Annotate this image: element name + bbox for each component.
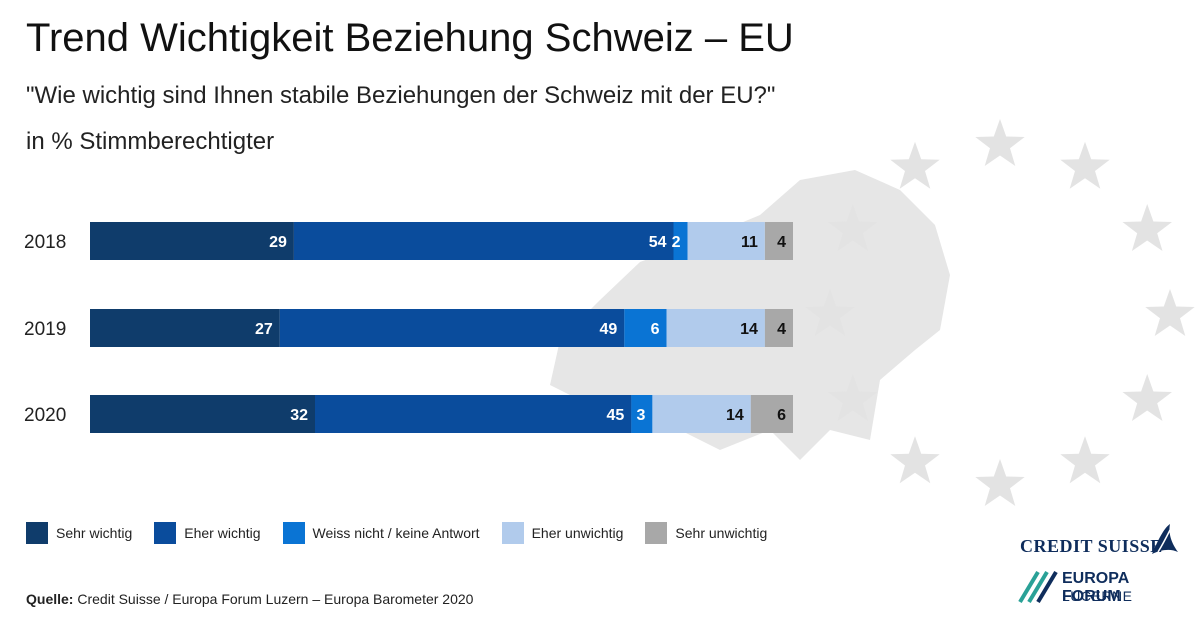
eu-star-ring [805,119,1195,506]
data-label: 27 [255,321,273,338]
bar-segment [315,395,632,433]
legend-swatch [501,522,524,544]
bar-segment [673,222,688,260]
star-icon [890,436,940,484]
star-icon [805,289,855,336]
star-icon [890,141,940,189]
legend-swatch [645,522,668,544]
legend-label: Sehr unwichtig [675,525,768,541]
legend-swatch [282,522,305,544]
data-label: 3 [636,407,645,424]
bar-segment [750,395,793,433]
data-label: 2 [672,234,681,251]
sail-icon [1152,524,1178,554]
bar-segment [666,309,765,347]
bar-segment [90,309,280,347]
stripes-icon [1018,570,1058,604]
bar-segment [279,309,625,347]
chart-title: Trend Wichtigkeit Beziehung Schweiz – EU [26,16,794,60]
source-note: Quelle: Credit Suisse / Europa Forum Luz… [26,591,473,607]
legend-label: Weiss nicht / keine Antwort [312,525,480,541]
legend-label: Eher wichtig [184,525,261,541]
legend-item-sehr-wichtig: Sehr wichtig [26,522,132,544]
legend-swatch [26,522,48,544]
data-label: 4 [777,234,786,251]
data-label: 14 [740,321,758,338]
data-label: 54 [649,234,667,251]
data-label: 32 [290,407,308,424]
data-label: 14 [726,407,744,424]
bar-segment [90,395,315,433]
star-icon [1122,204,1172,251]
star-icon [1145,289,1195,336]
data-label: 6 [651,321,660,338]
bar-segment [764,309,793,347]
data-label: 49 [600,321,618,338]
credit-suisse-logo: CREDIT SUISSE [1020,522,1180,562]
lucerne-wordmark: LUCERNE [1062,588,1133,604]
data-label: 45 [607,407,625,424]
star-icon [828,204,878,251]
star-icon [1122,374,1172,421]
chart-subtitle: "Wie wichtig sind Ihnen stabile Beziehun… [26,82,776,109]
star-icon [1060,436,1110,484]
unit-label: in % Stimmberechtigter [26,128,275,155]
legend-item-weiss-nicht: Weiss nicht / keine Antwort [282,522,480,544]
legend-item-sehr-unwichtig: Sehr unwichtig [645,522,767,544]
legend-label: Sehr wichtig [56,525,133,541]
bar-segment [624,309,667,347]
bar-segment [764,222,793,260]
data-label: 11 [741,234,758,251]
legend-item-eher-wichtig: Eher wichtig [154,522,261,544]
credit-suisse-wordmark: CREDIT SUISSE [1020,536,1163,556]
bar-segment [687,222,765,260]
legend-item-eher-unwichtig: Eher unwichtig [501,522,624,544]
europa-forum-logo: EUROPA FORUM LUCERNE [1018,568,1188,608]
bar-segment [652,395,751,433]
legend-label: Eher unwichtig [531,525,624,541]
star-icon [828,374,878,421]
bar-segment [293,222,674,260]
star-icon [1060,141,1110,189]
data-label: 4 [777,321,786,338]
star-icon [975,119,1025,166]
source-text: Credit Suisse / Europa Forum Luzern – Eu… [73,591,474,607]
chart-legend: Sehr wichtig Eher wichtig Weiss nicht / … [26,522,789,544]
bar-segment [90,222,294,260]
category-label: 2020 [24,405,66,426]
category-label: 2018 [24,232,66,253]
category-label: 2019 [24,319,66,340]
europa-forum-wordmark: EUROPA FORUM [1062,570,1129,605]
data-label: 6 [777,407,786,424]
source-label: Quelle: [26,591,74,607]
data-label: 29 [269,234,287,251]
star-icon [975,459,1025,506]
legend-swatch [154,522,177,544]
bar-segment [631,395,653,433]
